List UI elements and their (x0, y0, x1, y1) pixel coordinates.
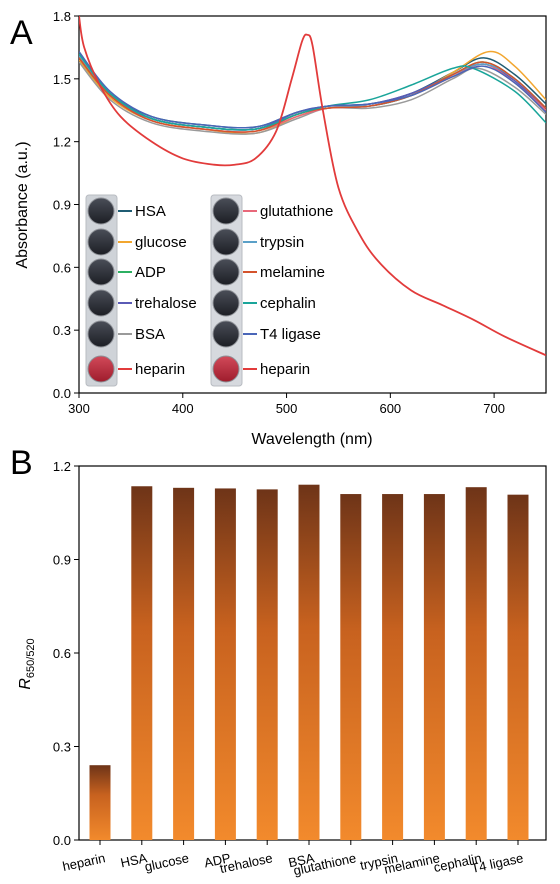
series-line-melamine (79, 57, 546, 133)
bar-glucose (173, 487, 195, 840)
legend-left-column: HSA glucose ADP trehalose BSA heparin (118, 203, 197, 378)
y-tick-label: 0.3 (53, 740, 71, 755)
well-dark (87, 228, 115, 256)
y-tick-label: 1.5 (53, 72, 71, 87)
panel-a-y-axis-title: Absorbance (a.u.) (14, 141, 31, 268)
y-tick-label: 0.0 (53, 833, 71, 848)
well-dark (87, 258, 115, 286)
legend-label-heparin: heparin (135, 361, 185, 378)
y-tick-label: 0.6 (53, 646, 71, 661)
x-tick-label: 300 (68, 401, 90, 416)
bar-t4-ligase (507, 494, 529, 840)
well-dark (87, 289, 115, 317)
y-title-main: R (17, 678, 34, 690)
bar-trypsin (382, 494, 404, 840)
legend-label-heparin: heparin (260, 361, 310, 378)
panel-a-series-group (79, 16, 546, 357)
panel-a-y-ticks: 0.0 0.3 0.6 0.9 1.2 1.5 1.8 (53, 9, 79, 401)
well-dark (212, 258, 240, 286)
legend-label-melamine: melamine (260, 264, 325, 281)
bar-melamine (423, 494, 445, 840)
panel-a-letter: A (10, 14, 33, 52)
panel-b-y-axis-title: R650/520 (17, 638, 37, 689)
bar-trehalose (256, 489, 278, 840)
bar-bsa (298, 484, 320, 840)
category-label-glucose: glucose (143, 850, 190, 874)
legend-label-glucose: glucose (135, 234, 187, 251)
well-red (87, 355, 115, 383)
well-dark (87, 320, 115, 348)
y-title-sub: 650/520 (25, 638, 37, 678)
well-dark (212, 197, 240, 225)
panel-a-x-ticks: 300 400 500 600 700 (68, 393, 505, 416)
well-dark (212, 320, 240, 348)
legend-label-trehalose: trehalose (135, 295, 197, 312)
bar-glutathione (340, 494, 362, 840)
bar-heparin (89, 765, 111, 840)
panel-a-x-axis-title: Wavelength (nm) (251, 431, 372, 448)
legend-label-cephalin: cephalin (260, 295, 316, 312)
series-line-t4-ligase (79, 51, 546, 129)
y-tick-label: 0.3 (53, 323, 71, 338)
y-tick-label: 1.8 (53, 9, 71, 24)
bar-adp (214, 488, 236, 840)
panel-a-legend: HSA glucose ADP trehalose BSA heparin glutath… (85, 194, 333, 387)
y-tick-label: 0.9 (53, 198, 71, 213)
category-label-hsa: HSA (119, 850, 149, 870)
series-line-bsa (79, 61, 546, 135)
y-tick-label: 0.9 (53, 553, 71, 568)
well-dark (87, 197, 115, 225)
x-tick-label: 700 (483, 401, 505, 416)
category-label-adp: ADP (203, 850, 232, 870)
well-dark (212, 228, 240, 256)
y-tick-label: 1.2 (53, 135, 71, 150)
category-label-heparin: heparin (61, 850, 107, 874)
legend-label-trypsin: trypsin (260, 234, 304, 251)
category-label-bsa: BSA (287, 850, 316, 870)
x-tick-label: 400 (172, 401, 194, 416)
bar-hsa (131, 486, 153, 840)
series-line-heparin (79, 16, 546, 357)
x-tick-label: 600 (379, 401, 401, 416)
well-dark (212, 289, 240, 317)
panel-b-letter: B (10, 444, 33, 482)
y-tick-label: 0.6 (53, 260, 71, 275)
panel-b-bars (89, 484, 529, 840)
legend-label-glutathione: glutathione (260, 203, 333, 220)
legend-right-column: glutathione trypsin melamine cephalin T4 lig… (243, 203, 333, 378)
legend-label-adp: ADP (135, 264, 166, 281)
well-red (212, 355, 240, 383)
well-images (87, 197, 240, 383)
bar-cephalin (465, 487, 487, 840)
legend-label-hsa: HSA (135, 203, 166, 220)
legend-label-t4-ligase: T4 ligase (260, 326, 321, 343)
y-tick-label: 0.0 (53, 386, 71, 401)
legend-label-bsa: BSA (135, 326, 165, 343)
x-tick-label: 500 (276, 401, 298, 416)
y-tick-label: 1.2 (53, 459, 71, 474)
panel-b-y-ticks: 0.0 0.3 0.6 0.9 1.2 (53, 459, 79, 848)
